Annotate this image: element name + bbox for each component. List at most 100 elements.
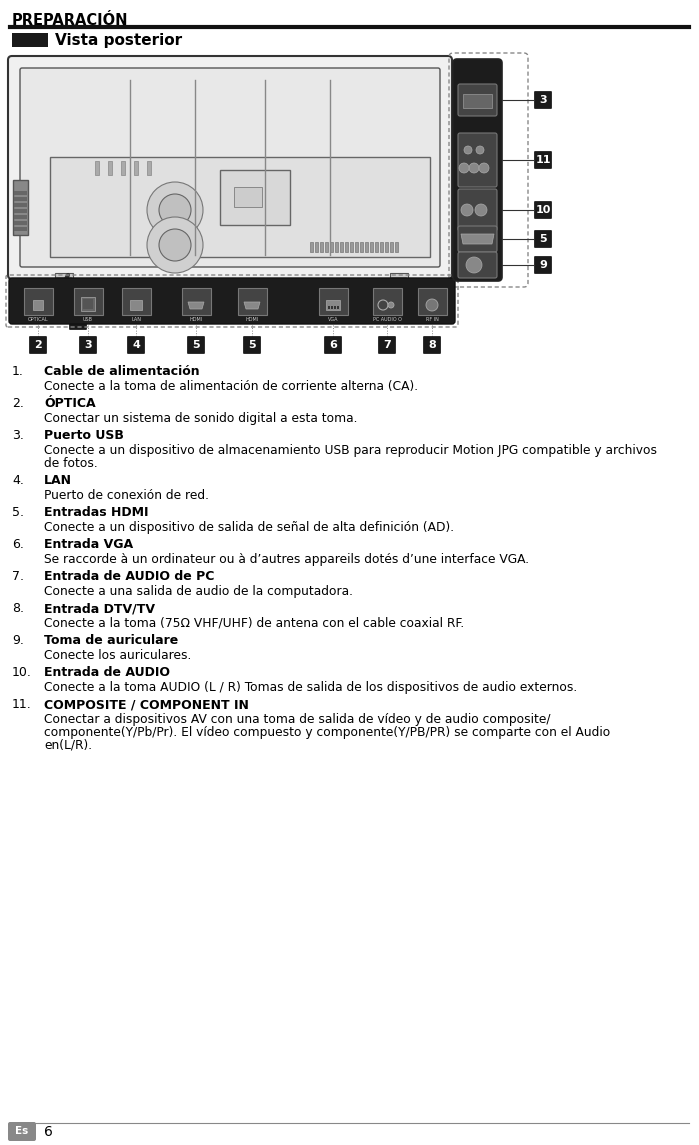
Text: 8: 8 [428, 340, 436, 350]
Bar [55, 273, 73, 281]
Bar [108, 161, 112, 175]
Text: 7: 7 [383, 340, 391, 350]
FancyBboxPatch shape [56, 278, 72, 290]
Bar [390, 273, 408, 281]
Text: 4: 4 [132, 340, 140, 350]
Text: PC AUDIO O: PC AUDIO O [373, 317, 401, 322]
Text: Conecte a una salida de audio de la computadora.: Conecte a una salida de audio de la comp… [44, 585, 353, 598]
Text: Conecte a un dispositivo de almacenamiento USB para reproducir Motion JPG compat: Conecte a un dispositivo de almacenamien… [44, 444, 657, 457]
Text: Conecte los auriculares.: Conecte los auriculares. [44, 649, 192, 662]
Bar [12, 33, 48, 47]
Bar [328, 306, 329, 309]
FancyBboxPatch shape [69, 313, 87, 330]
Bar [234, 187, 262, 207]
Text: 3.: 3. [12, 429, 24, 442]
Text: ÓPTICA: ÓPTICA [44, 397, 96, 410]
FancyBboxPatch shape [182, 287, 210, 315]
Text: Puerto de conexión de red.: Puerto de conexión de red. [44, 489, 209, 502]
FancyBboxPatch shape [127, 337, 145, 354]
FancyBboxPatch shape [319, 287, 347, 315]
Text: 3: 3 [539, 95, 547, 105]
Bar [320, 242, 323, 252]
Bar [121, 161, 125, 175]
Bar [335, 242, 338, 252]
FancyBboxPatch shape [417, 287, 447, 315]
Text: 7.: 7. [12, 570, 24, 583]
Circle shape [459, 163, 469, 173]
Text: 5: 5 [248, 340, 256, 350]
Bar [370, 242, 373, 252]
Text: Conectar un sistema de sonido digital a esta toma.: Conectar un sistema de sonido digital a … [44, 412, 357, 425]
FancyBboxPatch shape [373, 287, 401, 315]
Text: Conectar a dispositivos AV con una toma de salida de vídeo y de audio composite/: Conectar a dispositivos AV con una toma … [44, 713, 551, 726]
FancyBboxPatch shape [29, 337, 47, 354]
Polygon shape [244, 302, 260, 309]
FancyBboxPatch shape [8, 56, 452, 279]
Bar [95, 161, 99, 175]
Text: USB: USB [83, 317, 93, 322]
Bar [13, 180, 28, 235]
FancyBboxPatch shape [458, 226, 497, 252]
Bar [330, 242, 333, 252]
Text: 2: 2 [34, 340, 42, 350]
Text: Vista posterior: Vista posterior [55, 32, 182, 47]
FancyBboxPatch shape [458, 133, 497, 187]
Bar [14, 191, 27, 195]
Text: 5.: 5. [12, 506, 24, 519]
Text: LAN: LAN [131, 317, 141, 322]
Text: 10.: 10. [12, 666, 32, 679]
FancyBboxPatch shape [458, 252, 497, 278]
Circle shape [35, 305, 49, 319]
FancyBboxPatch shape [24, 287, 52, 315]
FancyBboxPatch shape [458, 189, 497, 231]
FancyBboxPatch shape [187, 337, 205, 354]
FancyBboxPatch shape [458, 84, 497, 116]
Text: PREPARACIÓN: PREPARACIÓN [12, 13, 129, 27]
Bar [385, 242, 388, 252]
Bar [375, 242, 378, 252]
Circle shape [476, 147, 484, 153]
Text: 9.: 9. [12, 634, 24, 647]
Bar [340, 242, 343, 252]
FancyBboxPatch shape [238, 287, 266, 315]
Bar [360, 242, 363, 252]
Text: 5: 5 [539, 234, 547, 244]
Bar [14, 210, 27, 213]
Text: 3: 3 [84, 340, 92, 350]
Polygon shape [188, 302, 204, 309]
Circle shape [475, 204, 487, 216]
Bar [134, 161, 138, 175]
FancyBboxPatch shape [423, 337, 441, 354]
Bar [50, 157, 430, 256]
Circle shape [479, 163, 489, 173]
FancyBboxPatch shape [378, 337, 396, 354]
Text: Entradas HDMI: Entradas HDMI [44, 506, 148, 519]
Text: Conecte a la toma AUDIO (L / R) Tomas de salida de los dispositivos de audio ext: Conecte a la toma AUDIO (L / R) Tomas de… [44, 681, 577, 694]
Bar [14, 197, 27, 202]
Bar [220, 169, 290, 226]
FancyBboxPatch shape [391, 278, 407, 290]
Text: componente(Y/Pb/Pr). El vídeo compuesto y componente(Y/PB/PR) se comparte con el: componente(Y/Pb/Pr). El vídeo compuesto … [44, 726, 610, 739]
Text: 4.: 4. [12, 474, 24, 487]
FancyBboxPatch shape [534, 151, 552, 169]
FancyBboxPatch shape [122, 287, 150, 315]
Bar [463, 94, 492, 108]
Bar [380, 242, 383, 252]
Bar [130, 300, 142, 310]
Bar [147, 161, 151, 175]
FancyBboxPatch shape [9, 278, 455, 324]
Bar [310, 242, 313, 252]
Circle shape [426, 299, 438, 311]
Text: 9: 9 [539, 260, 547, 270]
Bar [14, 215, 27, 219]
FancyBboxPatch shape [20, 68, 440, 267]
Text: RF IN: RF IN [426, 317, 438, 322]
Bar [390, 242, 393, 252]
Text: Entrada DTV/TV: Entrada DTV/TV [44, 602, 155, 615]
FancyBboxPatch shape [73, 287, 103, 315]
Text: Entrada VGA: Entrada VGA [44, 538, 133, 551]
Circle shape [464, 147, 472, 153]
Bar [325, 242, 328, 252]
Bar [14, 227, 27, 231]
Text: 6: 6 [329, 340, 337, 350]
